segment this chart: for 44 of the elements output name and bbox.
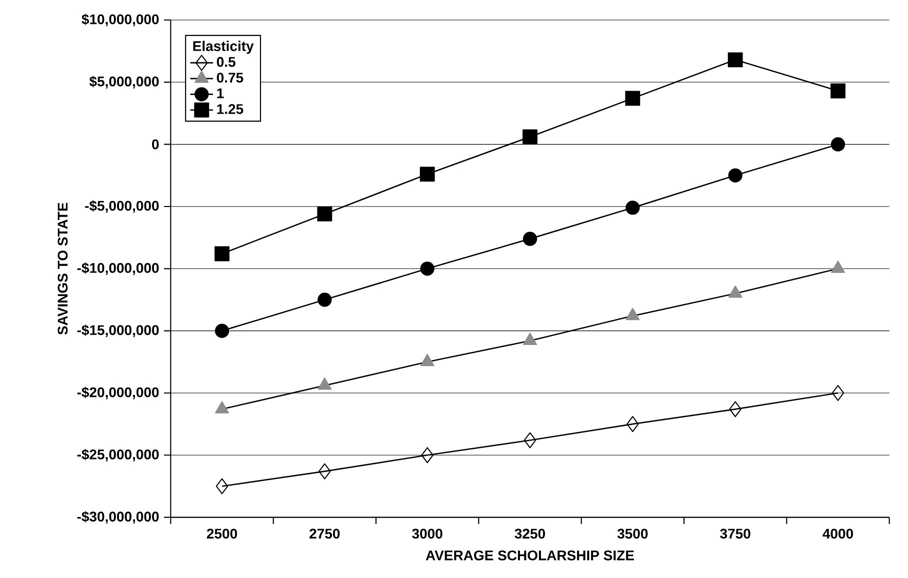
- point: [830, 83, 846, 98]
- point: [522, 232, 538, 246]
- x-tick-label: 2500: [206, 528, 237, 539]
- y-tick-label: 0: [152, 139, 159, 150]
- legend-label: 1: [217, 88, 224, 98]
- legend-title: Elasticity: [193, 40, 254, 54]
- point: [318, 292, 332, 307]
- y-tick-label: -$30,000,000: [77, 511, 159, 524]
- point: [524, 432, 536, 448]
- x-axis-title: AVERAGE SCHOLARSHIP SIZE: [426, 550, 634, 560]
- point: [420, 166, 435, 182]
- x-tick-label: 3250: [514, 528, 545, 539]
- x-tick-label: 2750: [310, 528, 340, 539]
- y-tick-label: -$20,000,000: [77, 386, 159, 400]
- point: [728, 168, 742, 182]
- point: [522, 129, 538, 144]
- point: [420, 262, 434, 276]
- point: [317, 206, 332, 222]
- y-tick-label: -$15,000,000: [77, 324, 159, 338]
- point: [832, 384, 844, 401]
- y-tick-label: $5,000,000: [89, 76, 159, 88]
- x-tick-label: 3750: [720, 528, 750, 539]
- legend-label: 0.75: [216, 72, 244, 83]
- y-tick-label: -$10,000,000: [77, 262, 159, 275]
- legend-label: 1.25: [217, 104, 244, 114]
- point: [626, 416, 639, 432]
- point: [318, 463, 331, 480]
- point: [214, 246, 230, 262]
- x-tick-label: 4000: [822, 528, 853, 539]
- y-axis-title: SAVINGS TO STATE: [58, 202, 68, 335]
- point: [729, 401, 742, 418]
- x-tick-label: 3000: [412, 528, 442, 539]
- y-tick-label: $10,000,000: [82, 14, 159, 26]
- point: [830, 137, 846, 152]
- y-tick-label: -$25,000,000: [77, 448, 159, 462]
- y-tick-label: -$5,000,000: [85, 200, 159, 213]
- point: [728, 52, 743, 68]
- legend-label: 0.5: [216, 56, 236, 67]
- point: [421, 447, 434, 464]
- point: [216, 478, 228, 494]
- point: [214, 324, 230, 338]
- point: [626, 200, 640, 215]
- point: [625, 90, 640, 106]
- x-tick-label: 3500: [617, 528, 648, 539]
